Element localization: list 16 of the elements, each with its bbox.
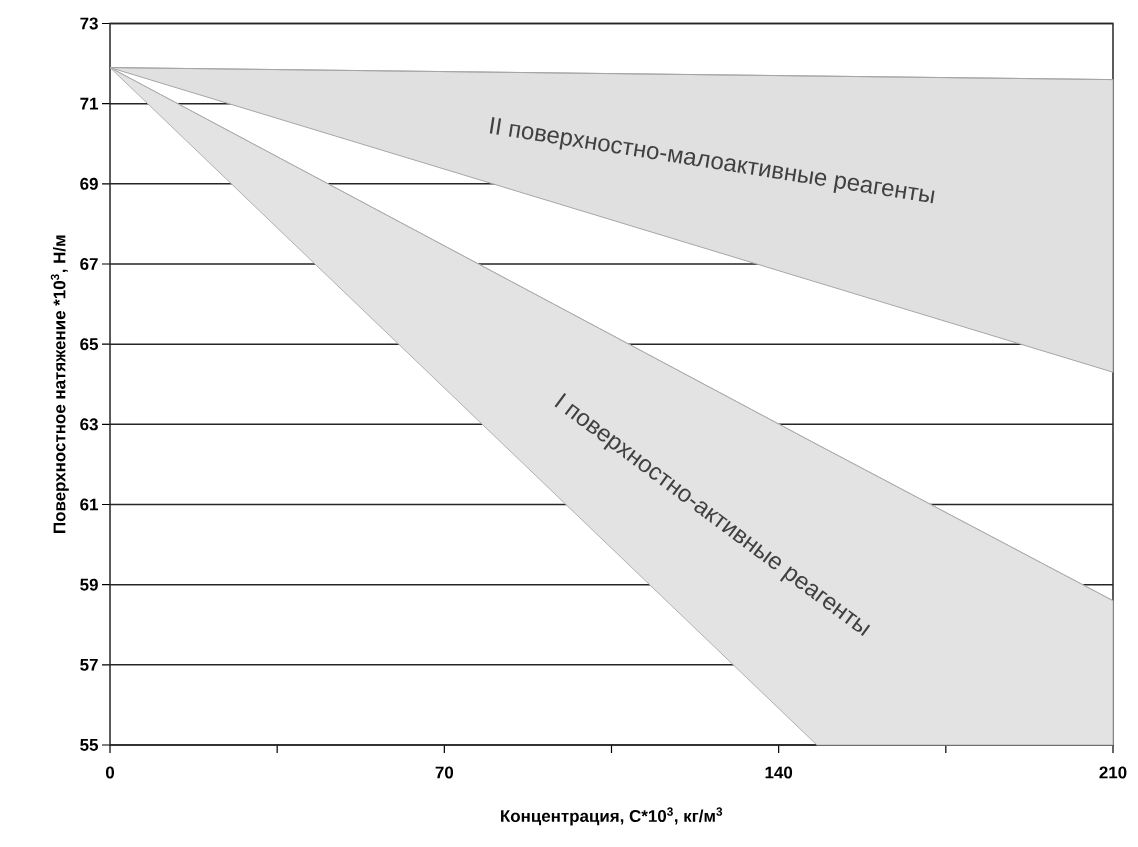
x-tick-label: 0 [105,766,115,779]
x-tick-label: 210 [1099,766,1127,779]
y-tick-label: 55 [80,739,99,751]
x-axis-title: Концентрация, С*10$^{3}$, кг/м$^{3}$ [501,807,723,826]
y-axis-title: Поверхностное натяжение *10$^{3}$, Н/м [50,235,69,533]
y-tick-label: 57 [80,658,98,671]
y-tick-label: 69 [80,177,98,190]
y-tick-label: 67 [80,257,98,270]
y-tick-label: 73 [80,17,98,30]
x-tick-label: 70 [435,766,454,779]
y-tick-label: 71 [80,97,99,110]
y-tick-label: 61 [80,498,99,511]
y-tick-label: 63 [80,418,98,431]
y-tick-label: 59 [80,578,98,591]
y-tick-label: 65 [80,338,99,351]
x-tick-label: 140 [765,766,793,779]
